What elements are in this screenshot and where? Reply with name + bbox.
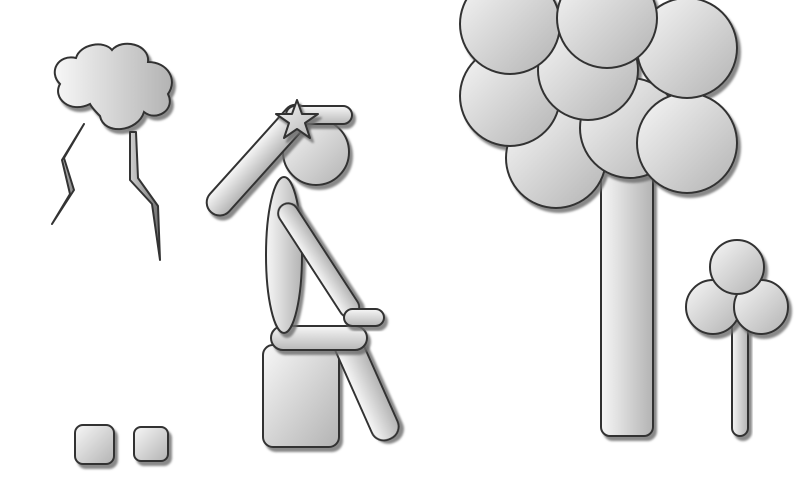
impact-star-icon — [275, 99, 319, 139]
block-stool — [262, 344, 340, 448]
storm-cloud-icon — [53, 42, 173, 131]
lightning-bolt-icon — [51, 123, 161, 261]
seated-figure — [262, 118, 400, 448]
large-tree-icon — [459, 0, 738, 437]
small-tree-icon — [685, 239, 789, 437]
hammer-icon — [205, 103, 353, 217]
small-cube-icon — [74, 424, 169, 465]
